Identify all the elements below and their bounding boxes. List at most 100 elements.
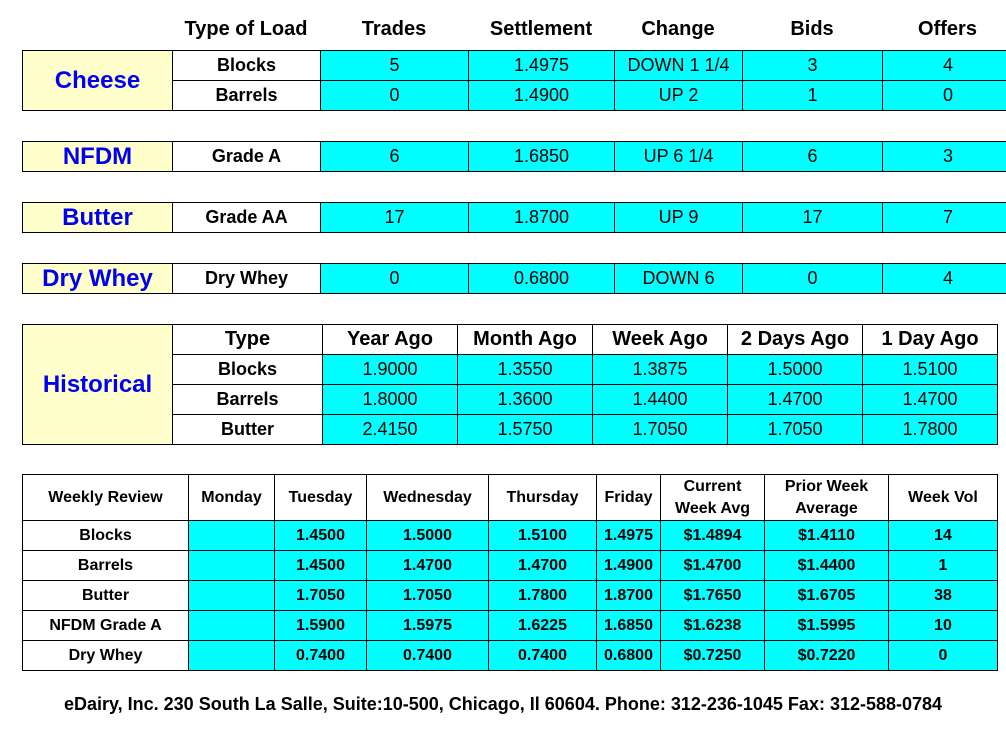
column-header: 2 Days Ago	[727, 324, 863, 355]
header-trades: Trades	[361, 17, 427, 40]
nfdm-table: NFDM Grade A 6 1.6850 UP 6 1/4 6 3	[22, 141, 1006, 172]
bids-value: 17	[742, 202, 883, 233]
cell-value: 1.6850	[596, 610, 661, 641]
cell-value: 1.8700	[596, 580, 661, 611]
table-row: Butter 2.4150 1.5750 1.7050 1.7050 1.780…	[23, 414, 998, 445]
settlement-value: 1.8700	[468, 202, 615, 233]
change-value: DOWN 6	[614, 263, 743, 294]
settlement-value: 1.4975	[468, 50, 615, 81]
cell-value: $1.7650	[660, 580, 765, 611]
cell-value: $1.4110	[764, 520, 889, 551]
offers-value: 3	[882, 141, 1006, 172]
column-header: Year Ago	[322, 324, 458, 355]
cell-value: 1.4900	[596, 550, 661, 581]
bids-value: 6	[742, 141, 883, 172]
offers-value: 4	[882, 50, 1006, 81]
cell-value: 1.7050	[727, 414, 863, 445]
company-footer: eDairy, Inc. 230 South La Salle, Suite:1…	[63, 694, 943, 714]
cheese-table: Cheese Blocks 5 1.4975 DOWN 1 1/4 3 4 Ba…	[22, 50, 1006, 111]
table-row: Barrels 1.4500 1.4700 1.4700 1.4900 $1.4…	[22, 550, 998, 581]
weekly-review-table: Weekly Review Monday Tuesday Wednesday T…	[22, 474, 998, 671]
cell-value	[188, 550, 275, 581]
cell-value: 1.7800	[862, 414, 998, 445]
cell-value: 1.4700	[488, 550, 597, 581]
column-header: Wednesday	[366, 474, 489, 521]
cell-value: 1.5000	[366, 520, 489, 551]
row-label: NFDM Grade A	[22, 610, 189, 641]
cell-value: 38	[888, 580, 998, 611]
load-type: Dry Whey	[172, 263, 321, 294]
table-row: Blocks 1.4500 1.5000 1.5100 1.4975 $1.48…	[22, 520, 998, 551]
cell-value: 1.5750	[457, 414, 593, 445]
historical-label: Historical	[22, 324, 173, 445]
row-label: Butter	[172, 414, 323, 445]
cell-value: $1.4700	[660, 550, 765, 581]
column-header: Type	[172, 324, 323, 355]
settlement-value: 1.6850	[468, 141, 615, 172]
cell-value: 1.7050	[366, 580, 489, 611]
table-row: Cheese Blocks 5 1.4975 DOWN 1 1/4 3 4	[22, 50, 1006, 111]
column-header: Tuesday	[274, 474, 367, 521]
cell-value: 1.4700	[727, 384, 863, 415]
cell-value: 1.5000	[727, 354, 863, 385]
cell-value: 0.6800	[596, 640, 661, 671]
cell-value: 1.4400	[592, 384, 728, 415]
offers-value: 4	[882, 263, 1006, 294]
column-header: Thursday	[488, 474, 597, 521]
cell-value: 1.9000	[322, 354, 458, 385]
market-header-row: Type of Load Trades Settlement Change Bi…	[22, 14, 1006, 44]
offers-value: 0	[882, 80, 1006, 111]
cell-value: 10	[888, 610, 998, 641]
column-header: Monday	[188, 474, 275, 521]
cell-value: 1.3600	[457, 384, 593, 415]
load-type: Grade AA	[172, 202, 321, 233]
row-label: Barrels	[172, 384, 323, 415]
cell-value: 1.6225	[488, 610, 597, 641]
cell-value: 1.4700	[366, 550, 489, 581]
cell-value: 1.4975	[596, 520, 661, 551]
offers-value: 7	[882, 202, 1006, 233]
table-row: Blocks 1.9000 1.3550 1.3875 1.5000 1.510…	[23, 354, 998, 385]
bids-value: 3	[742, 50, 883, 81]
cell-value: 1.3550	[457, 354, 593, 385]
settlement-value: 1.4900	[468, 80, 615, 111]
drywhey-label: Dry Whey	[22, 263, 173, 294]
table-row: NFDM Grade A 6 1.6850 UP 6 1/4 6 3	[22, 141, 1006, 172]
header-bids: Bids	[790, 17, 834, 40]
cell-value: $1.4400	[764, 550, 889, 581]
change-value: UP 9	[614, 202, 743, 233]
load-type: Grade A	[172, 141, 321, 172]
trades-value: 0	[320, 80, 469, 111]
cell-value	[188, 610, 275, 641]
cell-value: 1.4700	[862, 384, 998, 415]
cell-value: 0.7400	[274, 640, 367, 671]
cell-value: $1.6705	[764, 580, 889, 611]
cell-value: 1.7050	[274, 580, 367, 611]
cell-value: $1.4894	[660, 520, 765, 551]
trades-value: 0	[320, 263, 469, 294]
cell-value: 1.4500	[274, 550, 367, 581]
column-header: Month Ago	[457, 324, 593, 355]
historical-table: Historical Type Year Ago Month Ago Week …	[22, 324, 998, 445]
table-row: Butter 1.7050 1.7050 1.7800 1.8700 $1.76…	[22, 580, 998, 611]
cheese-label: Cheese	[22, 50, 173, 111]
trades-value: 6	[320, 141, 469, 172]
cell-value: 1.5100	[488, 520, 597, 551]
row-label: Butter	[22, 580, 189, 611]
change-value: DOWN 1 1/4	[614, 50, 743, 81]
table-row: NFDM Grade A 1.5900 1.5975 1.6225 1.6850…	[22, 610, 998, 641]
cell-value: $1.5995	[764, 610, 889, 641]
column-header: 1 Day Ago	[862, 324, 998, 355]
cell-value: 0.7400	[366, 640, 489, 671]
table-row: Barrels 1.8000 1.3600 1.4400 1.4700 1.47…	[23, 384, 998, 415]
header-type-of-load: Type of Load	[184, 17, 308, 40]
table-row: Weekly Review Monday Tuesday Wednesday T…	[22, 474, 998, 521]
cell-value: $0.7220	[764, 640, 889, 671]
change-value: UP 2	[614, 80, 743, 111]
header-change: Change	[641, 17, 715, 40]
settlement-value: 0.6800	[468, 263, 615, 294]
cell-value	[188, 520, 275, 551]
change-value: UP 6 1/4	[614, 141, 743, 172]
cell-value: 1	[888, 550, 998, 581]
table-row: Barrels 0 1.4900 UP 2 1 0	[23, 80, 1006, 111]
